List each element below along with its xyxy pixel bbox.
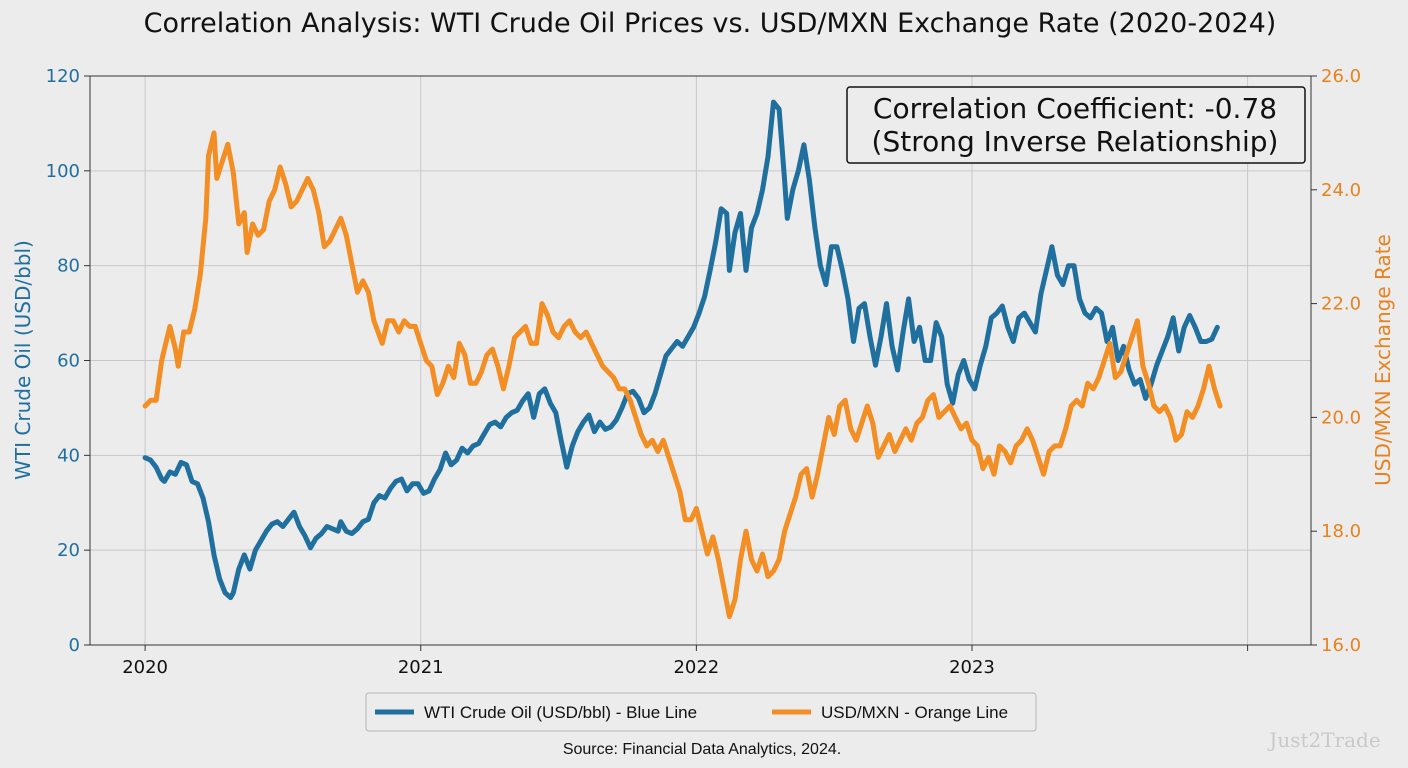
y-axis-label-left: WTI Crude Oil (USD/bbl) <box>11 240 35 480</box>
source-note: Source: Financial Data Analytics, 2024. <box>563 741 841 758</box>
y-right-tick-label: 22.0 <box>1321 294 1361 315</box>
y-left-tick-label: 60 <box>57 351 80 372</box>
watermark: Just2Trade <box>1267 728 1380 752</box>
y-left-tick-label: 100 <box>46 161 80 182</box>
y-left-tick-label: 120 <box>46 66 80 87</box>
y-left-tick-label: 0 <box>69 635 80 656</box>
series-line-usdmxn <box>142 130 1223 619</box>
legend-label-orange: USD/MXN - Orange Line <box>821 703 1008 722</box>
y-right-tick-label: 20.0 <box>1321 407 1361 428</box>
legend-label-blue: WTI Crude Oil (USD/bbl) - Blue Line <box>424 703 697 722</box>
chart-title: Correlation Analysis: WTI Crude Oil Pric… <box>144 8 1277 39</box>
series-line-wti <box>142 99 1220 601</box>
annotation-line-1: Correlation Coefficient: -0.78 <box>873 92 1277 125</box>
y-right-tick-label: 26.0 <box>1321 66 1361 87</box>
y-right-tick-label: 16.0 <box>1321 635 1361 656</box>
y-right-tick-label: 18.0 <box>1321 521 1361 542</box>
annotation-box <box>846 86 1306 164</box>
x-tick-label: 2023 <box>949 657 995 678</box>
grid <box>90 75 1311 646</box>
y-right-tick-label: 24.0 <box>1321 180 1361 201</box>
x-tick-label: 2022 <box>673 657 719 678</box>
y-axis-label-right: USD/MXN Exchange Rate <box>1371 234 1395 486</box>
legend-box <box>365 692 1037 732</box>
x-tick-label: 2021 <box>398 657 444 678</box>
series-layer <box>142 99 1223 619</box>
legend: WTI Crude Oil (USD/bbl) - Blue Line USD/… <box>365 692 1037 732</box>
annotation-line-2: (Strong Inverse Relationship) <box>872 125 1279 158</box>
y-left-tick-label: 80 <box>57 256 80 277</box>
x-tick-label: 2020 <box>122 657 168 678</box>
y-left-tick-label: 40 <box>57 445 80 466</box>
plot-frame <box>89 75 1312 646</box>
axes: 0 20 40 60 80 100 120 16.0 18.0 20.0 22.0 24.0 26.0 2… <box>46 66 1361 678</box>
correlation-annotation: Correlation Coefficient: -0.78 (Strong I… <box>846 86 1306 164</box>
y-left-tick-label: 20 <box>57 540 80 561</box>
